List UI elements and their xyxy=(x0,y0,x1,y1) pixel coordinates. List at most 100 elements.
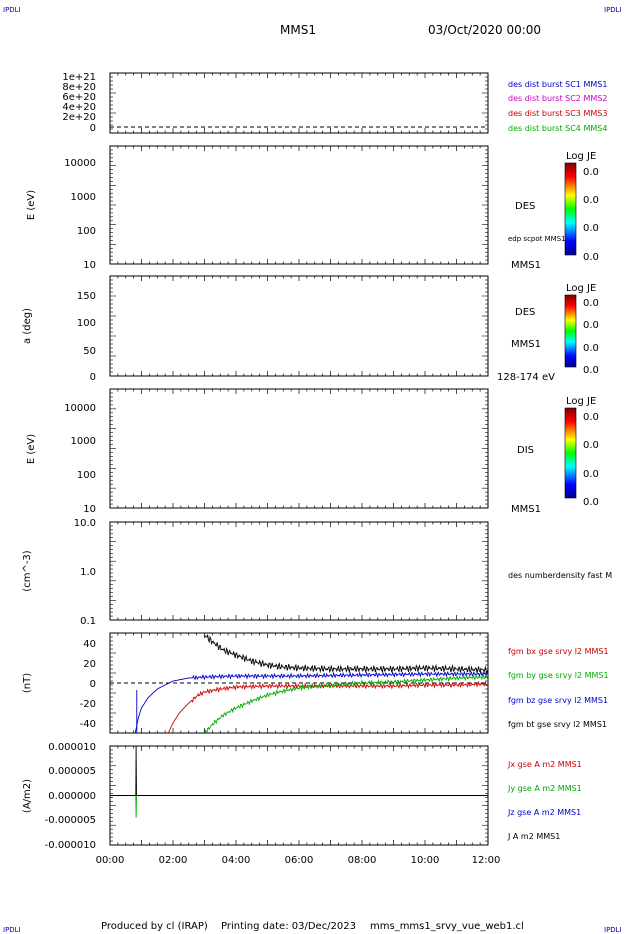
p6-ytick-1: 20 xyxy=(83,659,96,670)
ipdli-footer-left: IPDLI xyxy=(3,926,21,934)
footer-produced-by: Produced by cl (IRAP) xyxy=(101,921,208,932)
panel-density: (cm^-3) 10.0 1.0 0.1 des numberdensity f… xyxy=(22,518,612,627)
p3-cbar-value-2: 0.0 xyxy=(583,343,599,354)
p6-ytick-4: -40 xyxy=(80,719,96,730)
p2-cbar-value-2: 0.0 xyxy=(583,223,599,234)
footer-printing-date: Printing date: 03/Dec/2023 xyxy=(221,921,356,932)
x-tick-6: 12:00 xyxy=(472,855,501,866)
p2-cbar-value-3: 0.0 xyxy=(583,252,599,263)
p4-sc-label: MMS1 xyxy=(511,504,541,515)
p3-cbar-value-0: 0.0 xyxy=(583,298,599,309)
p3-ytick-0: 150 xyxy=(77,291,96,302)
p7-ytick-4: -0.000010 xyxy=(45,840,96,851)
p2-ytick-1: 1000 xyxy=(71,192,96,203)
p5-ytick-1: 1.0 xyxy=(80,567,96,578)
p1-ytick-3: 4e+20 xyxy=(62,102,96,113)
p2-colorbar xyxy=(564,162,577,256)
p3-ytick-3: 0 xyxy=(90,372,96,383)
p2-cbar-value-0: 0.0 xyxy=(583,167,599,178)
panel-5-frame xyxy=(109,521,489,621)
p1-ytick-1: 8e+20 xyxy=(62,82,96,93)
p4-ylabel: E (eV) xyxy=(26,434,37,464)
p3-range-label: 128-174 eV xyxy=(497,372,555,383)
p2-des-label: DES xyxy=(515,201,535,212)
p2-ylabel: E (eV) xyxy=(26,190,37,220)
series-line-fgm-bt-gse-srvy-l2-mms1 xyxy=(204,633,489,674)
p3-sc-label: MMS1 xyxy=(511,339,541,350)
p6-legend-bz: fgm bz gse srvy l2 MMS1 xyxy=(508,696,608,705)
x-tick-1: 02:00 xyxy=(159,855,188,866)
p6-ytick-3: -20 xyxy=(80,699,96,710)
p1-ytick-2: 6e+20 xyxy=(62,92,96,103)
panel-1-frame xyxy=(109,72,489,134)
p3-cbar-value-1: 0.0 xyxy=(583,320,599,331)
p4-ytick-2: 100 xyxy=(77,470,96,481)
p4-cbar-value-2: 0.0 xyxy=(583,469,599,480)
p1-legend-sc2: des dist burst SC2 MMS2 xyxy=(508,94,607,103)
p4-cbar-value-1: 0.0 xyxy=(583,440,599,451)
x-tick-3: 06:00 xyxy=(285,855,314,866)
p1-ytick-5: 0 xyxy=(90,123,96,134)
panel-2-frame xyxy=(109,145,489,265)
footer-product: mms_mms1_srvy_vue_web1.cl xyxy=(370,921,524,932)
series-line-fgm-bz-gse-srvy-l2-mms1 xyxy=(134,670,489,734)
ipdli-label-left: IPDLI xyxy=(3,6,21,14)
p4-colorbar xyxy=(564,407,577,499)
p3-des-label: DES xyxy=(515,307,535,318)
p7-legend-jy: Jy gse A m2 MMS1 xyxy=(507,784,582,793)
p3-colorbar-title: Log JE xyxy=(566,283,596,294)
p3-colorbar xyxy=(564,294,577,368)
p7-ytick-1: 0.000005 xyxy=(48,766,96,777)
p4-dis-label: DIS xyxy=(517,445,534,456)
p7-ytick-3: -0.000005 xyxy=(45,815,96,826)
p6-ytick-0: 40 xyxy=(83,639,96,650)
p3-ytick-1: 100 xyxy=(77,318,96,329)
p2-cbar-value-1: 0.0 xyxy=(583,195,599,206)
p4-cbar-value-0: 0.0 xyxy=(583,412,599,423)
p3-cbar-value-3: 0.0 xyxy=(583,365,599,376)
series-line-fgm-bx-gse-srvy-l2-mms1 xyxy=(167,680,489,734)
p1-legend-sc3: des dist burst SC3 MMS3 xyxy=(508,109,607,118)
p7-legend-jz: Jz gse A m2 MMS1 xyxy=(507,808,581,817)
p2-ytick-3: 10 xyxy=(83,260,96,271)
p1-ytick-0: 1e+21 xyxy=(62,72,96,83)
panel-dist-burst: 1e+21 8e+20 6e+20 4e+20 2e+20 0 des dist… xyxy=(62,72,607,134)
x-tick-4: 08:00 xyxy=(348,855,377,866)
p7-legend-jx: Jx gse A m2 MMS1 xyxy=(507,760,582,769)
p2-sc-label: MMS1 xyxy=(511,260,541,271)
series-line-j-a-m2-mms1 xyxy=(110,745,488,796)
panel-3-frame xyxy=(109,275,489,377)
p2-ytick-0: 10000 xyxy=(64,158,96,169)
p6-legend-bt: fgm bt gse srvy l2 MMS1 xyxy=(508,720,607,729)
p4-ytick-1: 1000 xyxy=(71,436,96,447)
p7-legend-j: J A m2 MMS1 xyxy=(507,832,560,841)
x-tick-5: 10:00 xyxy=(411,855,440,866)
panel-magnetic-field: (nT) 40 20 0 -20 -40 fgm bx gse srvy l2 … xyxy=(22,632,609,734)
panel-des-pitch: a (deg) 150 100 50 0 DES MMS1 128-174 eV… xyxy=(22,275,599,383)
x-tick-0: 00:00 xyxy=(96,855,125,866)
p6-ytick-2: 0 xyxy=(90,679,96,690)
x-tick-2: 04:00 xyxy=(222,855,251,866)
p6-legend-by: fgm by gse srvy l2 MMS1 xyxy=(508,671,609,680)
p5-density-label: des numberdensity fast M xyxy=(508,571,612,580)
p6-legend-bx: fgm bx gse srvy l2 MMS1 xyxy=(508,647,609,656)
p5-ytick-2: 0.1 xyxy=(80,616,96,627)
p4-ytick-3: 10 xyxy=(83,504,96,515)
p1-legend-sc1: des dist burst SC1 MMS1 xyxy=(508,80,607,89)
p2-ytick-2: 100 xyxy=(77,226,96,237)
p7-ytick-0: 0.000010 xyxy=(48,742,96,753)
panel-4-frame xyxy=(109,388,489,509)
ipdli-footer-right: IPDLI xyxy=(604,926,622,934)
series-line-fgm-by-gse-srvy-l2-mms1 xyxy=(204,673,489,734)
ipdli-label-right: IPDLI xyxy=(604,6,622,14)
panel-current-density: (A/m2) 0.000010 0.000005 0.000000 -0.000… xyxy=(22,742,582,851)
p2-scpot-label: edp scpot MMS1 xyxy=(508,235,566,243)
datetime-title: 03/Oct/2020 00:00 xyxy=(428,23,541,37)
p7-ylabel: (A/m2) xyxy=(22,779,33,813)
p1-legend-sc4: des dist burst SC4 MMS4 xyxy=(508,124,607,133)
spacecraft-title: MMS1 xyxy=(280,23,316,37)
p3-ytick-2: 50 xyxy=(83,346,96,357)
p4-colorbar-title: Log JE xyxy=(566,396,596,407)
